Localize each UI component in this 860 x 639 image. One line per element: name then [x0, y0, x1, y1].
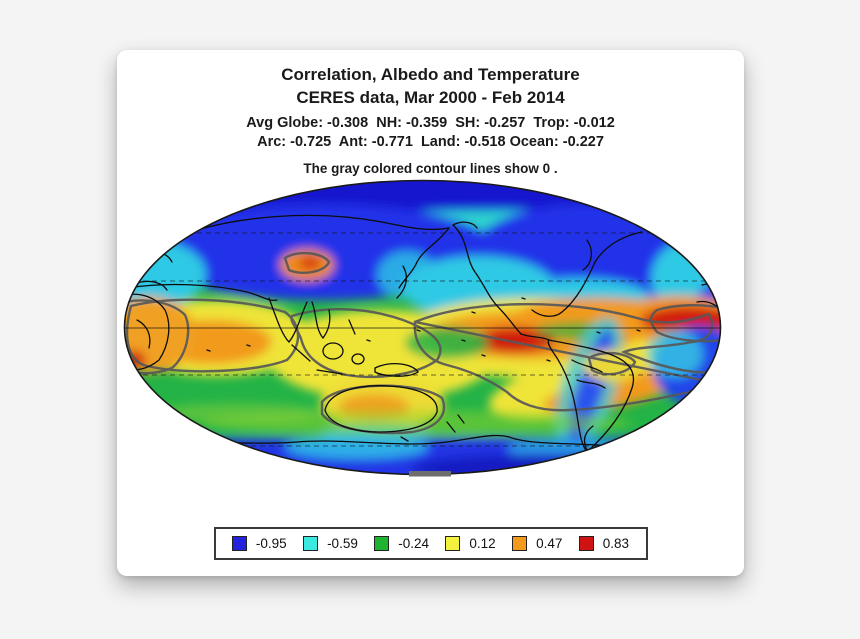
legend-item-5: 0.83 [578, 536, 630, 551]
figure-title-line1: Correlation, Albedo and Temperature [281, 65, 580, 84]
legend-label: -0.59 [327, 536, 358, 551]
world-map-container [117, 170, 744, 482]
legend-item-3: 0.12 [445, 536, 496, 551]
legend-label: -0.95 [255, 536, 287, 551]
colorbar-legend: -0.95 -0.59 -0.24 0.12 0.47 0.83 [213, 527, 648, 560]
legend-item-1: -0.59 [303, 536, 358, 551]
legend-label: 0.83 [602, 536, 630, 551]
legend-label: -0.24 [398, 536, 430, 551]
legend-swatch-icon [512, 536, 528, 551]
legend-label: 0.12 [469, 536, 496, 551]
zero-contour-lines [124, 251, 721, 435]
legend-label: 0.47 [536, 536, 563, 551]
legend-swatch-icon [374, 536, 390, 551]
figure-stats-line1: Avg Globe: -0.308 NH: -0.359 SH: -0.257 … [246, 115, 615, 131]
legend-swatch-icon [578, 536, 594, 551]
world-map [123, 179, 722, 477]
legend-item-4: 0.47 [512, 536, 562, 551]
figure-header: Correlation, Albedo and Temperature CERE… [117, 50, 744, 176]
legend-item-0: -0.95 [231, 536, 287, 551]
coastlines [124, 214, 721, 453]
legend-swatch-icon [303, 536, 319, 551]
legend-swatch-icon [231, 536, 247, 551]
figure-stats-line2: Arc: -0.725 Ant: -0.771 Land: -0.518 Oce… [257, 134, 604, 150]
figure-note: The gray colored contour lines show 0 . [303, 161, 558, 176]
figure-title-line2: CERES data, Mar 2000 - Feb 2014 [296, 88, 565, 107]
legend-item-2: -0.24 [374, 536, 429, 551]
legend-swatch-icon [445, 536, 461, 551]
figure-card: Correlation, Albedo and Temperature CERE… [117, 50, 744, 576]
map-bottom-tick [409, 471, 451, 477]
